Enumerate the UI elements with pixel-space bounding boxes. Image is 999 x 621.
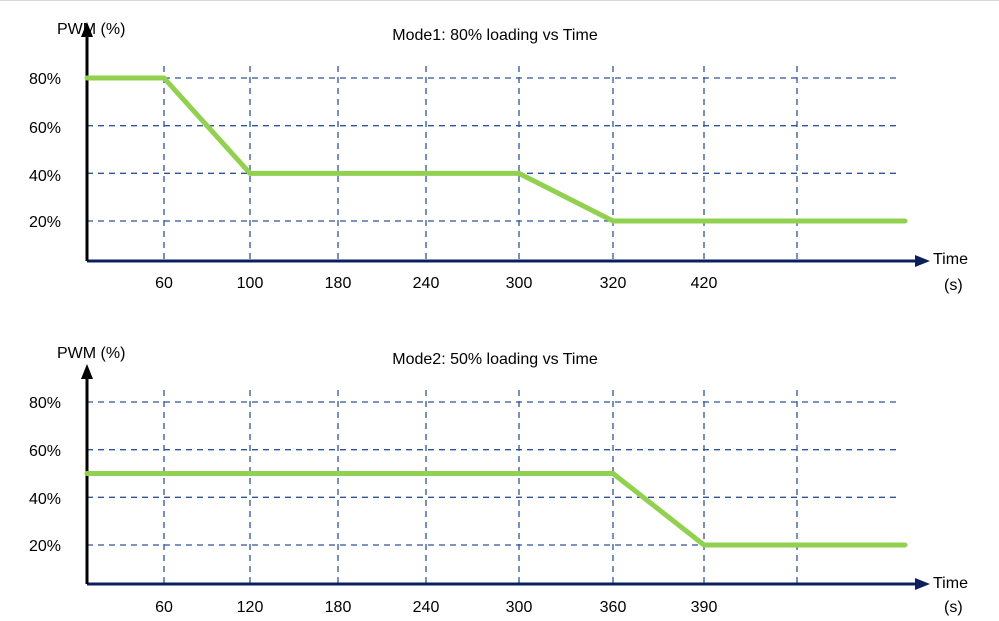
x-axis-label: Time xyxy=(933,251,968,268)
top-border xyxy=(0,0,999,1)
x-axis-unit-label: (s) xyxy=(944,277,963,294)
y-tick-label: 80% xyxy=(29,395,61,412)
x-axis-arrow-icon xyxy=(915,578,930,590)
x-tick-label: 120 xyxy=(237,599,264,616)
series-point-6 xyxy=(902,218,908,224)
x-axis-unit-label: (s) xyxy=(944,599,963,616)
chart-1: Mode1: 80% loading vs Time PWM (%) Time (s)… xyxy=(29,21,968,294)
x-tick-label: 300 xyxy=(506,275,533,292)
x-tick-label: 420 xyxy=(691,275,718,292)
x-tick-label: 390 xyxy=(691,599,718,616)
series-line xyxy=(87,471,905,548)
y-tick-label: 20% xyxy=(29,538,61,555)
y-axis-arrow-icon xyxy=(81,22,93,37)
x-tick-label: 240 xyxy=(413,599,440,616)
x-tick-label: 360 xyxy=(600,599,627,616)
y-tick-label: 40% xyxy=(29,168,61,185)
series-point-4 xyxy=(516,170,522,176)
series-point-1 xyxy=(84,471,90,476)
y-tick-label: 40% xyxy=(29,491,61,508)
y-tick-label: 60% xyxy=(29,120,61,137)
x-tick-label: 180 xyxy=(325,275,352,292)
x-tick-label: 300 xyxy=(506,599,533,616)
x-tick-label: 60 xyxy=(155,599,173,616)
y-tick-label: 60% xyxy=(29,443,61,460)
y-axis-label: PWM (%) xyxy=(57,21,125,38)
chart-2: Mode2: 50% loading vs Time PWM (%) Time (s)… xyxy=(29,345,968,616)
series-point-4 xyxy=(902,542,908,548)
x-tick-label: 100 xyxy=(237,275,264,292)
series-point-2 xyxy=(610,471,616,476)
y-tick-label: 20% xyxy=(29,214,61,231)
y-tick-label: 80% xyxy=(29,71,61,88)
x-axis-arrow-icon xyxy=(915,255,930,267)
gridlines xyxy=(87,390,897,584)
series-point-1 xyxy=(84,75,90,81)
y-axis-arrow-icon xyxy=(81,364,93,379)
x-axis-label: Time xyxy=(933,575,968,592)
chart-title: Mode1: 80% loading vs Time xyxy=(392,27,598,44)
gridlines xyxy=(87,66,897,261)
x-tick-label: 60 xyxy=(155,275,173,292)
series-point-3 xyxy=(701,542,707,548)
series-point-5 xyxy=(610,218,616,224)
series-line xyxy=(87,75,905,224)
x-tick-label: 320 xyxy=(600,275,627,292)
x-tick-label: 240 xyxy=(413,275,440,292)
series-point-3 xyxy=(247,170,253,176)
chart-title: Mode2: 50% loading vs Time xyxy=(392,351,598,368)
x-tick-label: 180 xyxy=(325,599,352,616)
series-point-2 xyxy=(161,75,167,81)
y-axis-label: PWM (%) xyxy=(57,345,125,362)
